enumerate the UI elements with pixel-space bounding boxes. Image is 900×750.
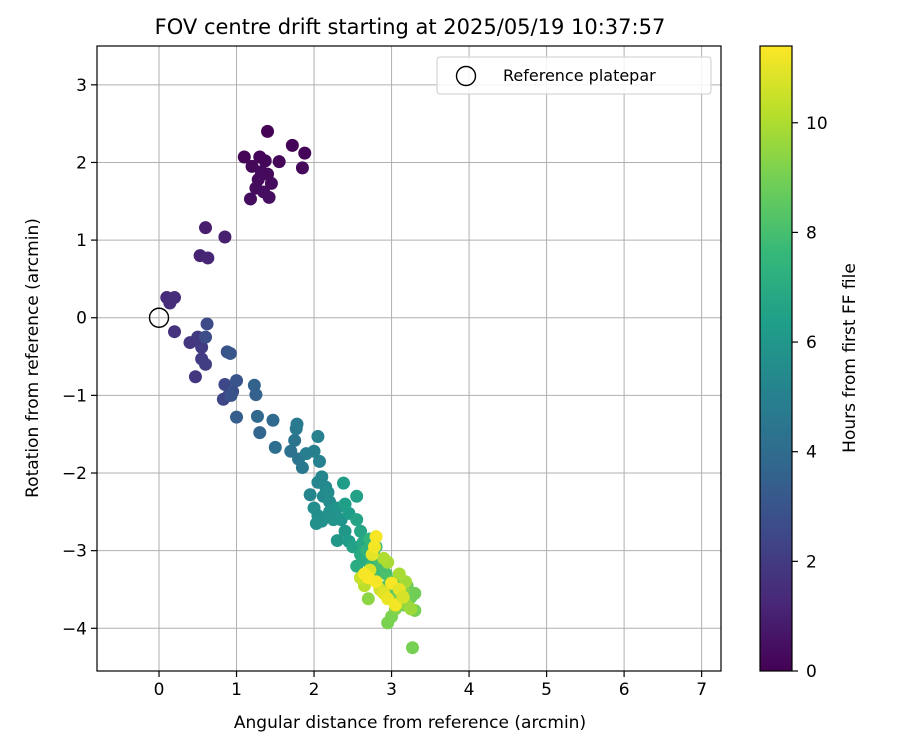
data-points: [160, 124, 422, 655]
data-point: [336, 476, 350, 490]
data-point: [230, 374, 244, 388]
x-axis-ticks: 0 1 2 3 4 5 6 7: [154, 671, 707, 700]
data-point: [188, 370, 202, 384]
data-point: [168, 325, 182, 339]
data-point: [250, 409, 264, 423]
data-point: [200, 317, 214, 331]
x-tick-label: 6: [619, 680, 630, 700]
legend-marker-reference: [455, 65, 477, 87]
colorbar-tick-label: 6: [806, 333, 817, 353]
y-tick-label: 3: [76, 76, 87, 96]
data-point: [230, 410, 244, 424]
reference-platepar-marker: [148, 307, 170, 328]
data-point: [404, 602, 418, 616]
data-point: [377, 551, 391, 565]
data-point: [303, 488, 317, 502]
legend: Reference platepar: [436, 56, 712, 95]
data-point: [195, 340, 209, 354]
data-point: [369, 575, 383, 589]
colorbar-tick-label: 4: [806, 443, 817, 463]
y-tick-label: −2: [62, 464, 87, 484]
data-point: [338, 524, 352, 538]
data-point: [199, 330, 213, 344]
data-point: [268, 440, 282, 454]
x-tick-label: 5: [541, 680, 552, 700]
y-axis-ticks: −4 −3 −2 −1 0 1 2 3: [62, 76, 97, 639]
data-point: [218, 230, 232, 244]
data-point: [224, 388, 238, 402]
legend-label-reference: Reference platepar: [503, 66, 656, 85]
data-point: [368, 540, 382, 554]
data-point: [357, 567, 371, 581]
y-tick-label: −1: [62, 386, 87, 406]
data-point: [295, 461, 309, 475]
data-point: [298, 146, 312, 160]
colorbar: 0 2 4 6 8 10 Hours from first FF file: [759, 45, 860, 682]
y-tick-label: 1: [76, 231, 87, 251]
reference-marker-layer: [148, 307, 170, 328]
data-point: [258, 154, 272, 168]
data-point: [285, 138, 299, 152]
data-point: [253, 426, 267, 440]
data-point: [261, 124, 275, 138]
data-point: [249, 388, 263, 402]
data-point: [309, 516, 323, 530]
plot-frame: [96, 45, 722, 672]
data-point: [312, 454, 326, 468]
data-point: [199, 221, 213, 235]
colorbar-tick-label: 10: [806, 114, 828, 134]
data-point: [288, 433, 302, 447]
data-point: [350, 513, 364, 527]
data-point: [396, 590, 410, 604]
data-point: [223, 346, 237, 360]
data-point: [361, 592, 375, 606]
data-point: [262, 190, 276, 204]
data-point: [199, 357, 213, 371]
grid-lines: [97, 46, 721, 671]
data-point: [264, 176, 278, 190]
colorbar-tick-label: 2: [806, 552, 817, 572]
data-point: [307, 444, 321, 458]
data-point: [338, 497, 352, 511]
legend-box: [436, 56, 712, 95]
data-point: [405, 641, 419, 655]
x-tick-label: 4: [464, 680, 475, 700]
y-axis-label: Rotation from reference (arcmin): [23, 218, 43, 498]
chart-title: FOV centre drift starting at 2025/05/19 …: [155, 15, 666, 39]
data-point: [237, 150, 251, 164]
data-point: [408, 586, 422, 600]
colorbar-ticks: 0 2 4 6 8 10: [792, 114, 828, 682]
y-tick-label: 0: [76, 309, 87, 329]
data-point: [266, 413, 280, 427]
data-point: [290, 417, 304, 431]
y-tick-label: −4: [62, 619, 87, 639]
colorbar-tick-label: 8: [806, 223, 817, 243]
data-point: [295, 161, 309, 175]
x-tick-label: 0: [154, 680, 165, 700]
x-tick-label: 7: [696, 680, 707, 700]
data-point: [330, 534, 344, 548]
colorbar-label: Hours from first FF file: [840, 263, 860, 453]
y-tick-label: 2: [76, 153, 87, 173]
x-axis-label: Angular distance from reference (arcmin): [234, 713, 586, 733]
data-point: [315, 470, 329, 484]
data-point: [163, 296, 177, 310]
data-point: [311, 430, 325, 444]
x-tick-label: 3: [386, 680, 397, 700]
data-point: [272, 155, 286, 169]
data-point: [369, 530, 383, 544]
x-tick-label: 2: [309, 680, 320, 700]
data-point: [350, 489, 364, 503]
x-tick-label: 1: [231, 680, 242, 700]
data-point: [243, 192, 257, 206]
data-point: [201, 251, 215, 265]
colorbar-gradient: [759, 45, 793, 672]
y-tick-label: −3: [62, 542, 87, 562]
data-point: [392, 567, 406, 581]
data-point: [354, 524, 368, 538]
colorbar-tick-label: 0: [806, 662, 817, 682]
